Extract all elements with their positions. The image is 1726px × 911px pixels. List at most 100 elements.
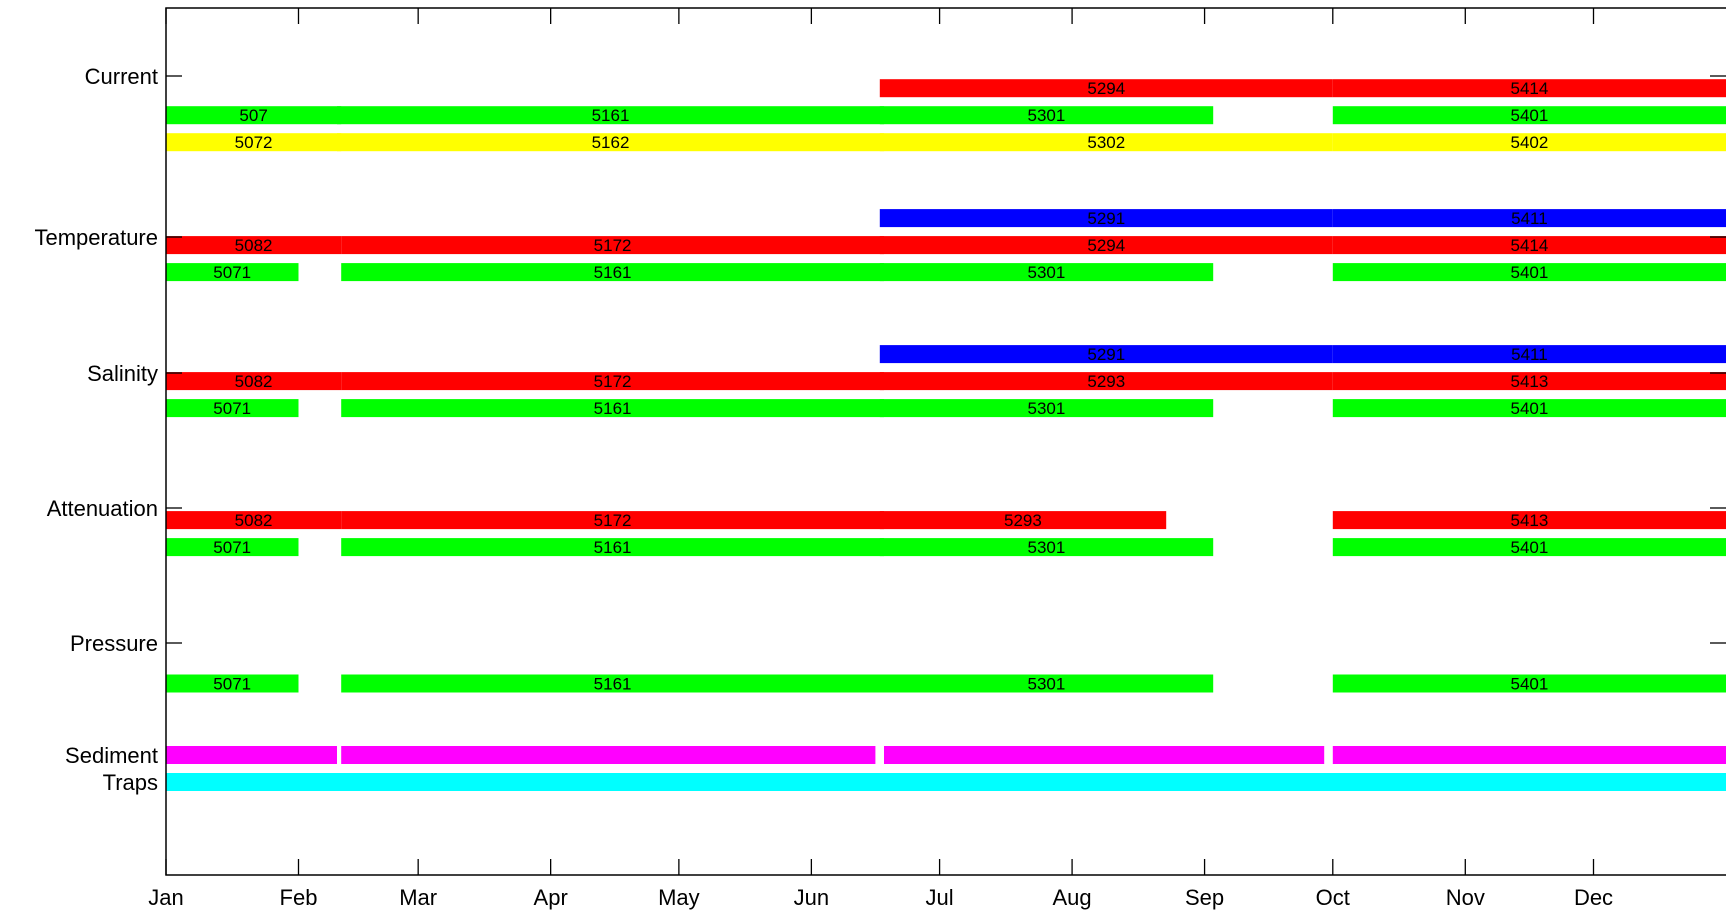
x-tick-label: Sep [1185, 885, 1224, 910]
bar-salinity-green-1 [341, 399, 884, 418]
bar-label: 5071 [213, 538, 251, 557]
bar-salinity-red-2 [879, 372, 1333, 391]
bar-label: 5161 [592, 106, 630, 125]
bar-label: 5082 [235, 236, 273, 255]
x-tick-label: Dec [1574, 885, 1613, 910]
bar-label: 5301 [1027, 538, 1065, 557]
bar-current-yellow-3 [1332, 133, 1726, 152]
bar-label: 5293 [1087, 372, 1125, 391]
bar-label: 5402 [1510, 133, 1548, 152]
bar-label: 5293 [1004, 511, 1042, 530]
y-tick-label: Temperature [34, 225, 158, 250]
x-tick-label: May [658, 885, 700, 910]
bar-salinity-blue-1 [1332, 345, 1726, 364]
bar-pressure-green-3 [1332, 674, 1726, 693]
y-tick-label: Traps [103, 770, 158, 795]
bar-layer: 5294 5414 507 5161 5301 5401 5072 5162 5302 5402 5… [166, 79, 1726, 791]
bar-label: 5414 [1510, 79, 1548, 98]
bar-label: 5161 [594, 399, 632, 418]
y-tick-label: Sediment [65, 743, 158, 768]
bar-label: 5161 [594, 538, 632, 557]
bar-temperature-green-0 [166, 263, 299, 282]
bar-salinity-red-3 [1332, 372, 1726, 391]
bar-current-yellow-0 [166, 133, 342, 152]
bar-salinity-red-0 [166, 372, 342, 391]
bar-salinity-green-2 [879, 399, 1214, 418]
x-tick-label: Jun [794, 885, 829, 910]
plot-border [165, 7, 1726, 876]
bar-attenuation-green-1 [341, 538, 884, 557]
bar-label: 5401 [1510, 263, 1548, 282]
x-tick-label: Oct [1316, 885, 1350, 910]
bar-label: 5301 [1027, 263, 1065, 282]
bar-label: 5071 [213, 263, 251, 282]
axes-frame [165, 7, 1726, 876]
y-tick-label: Current [85, 64, 158, 89]
x-tick-label: Mar [399, 885, 437, 910]
bar-label: 5071 [213, 675, 251, 694]
y-tick-label: Attenuation [47, 496, 158, 521]
bar-pressure-green-1 [341, 674, 884, 693]
bar-label: 5294 [1087, 236, 1125, 255]
bar-label: 5082 [235, 372, 273, 391]
bar-label: 5411 [1511, 345, 1548, 364]
y-axis: Current Temperature Salinity Attenuation Pre… [34, 64, 1726, 795]
bar-sediment-traps-magenta-3 [1332, 746, 1726, 764]
bar-label: 507 [239, 106, 267, 125]
bar-temperature-red-1 [341, 236, 884, 255]
x-tick-label: Apr [534, 885, 568, 910]
x-tick-label: Jan [148, 885, 183, 910]
bar-label: 5301 [1027, 106, 1065, 125]
bar-sediment-traps-magenta-2 [884, 746, 1325, 764]
bar-current-yellow-2 [879, 133, 1333, 152]
bar-label: 5413 [1510, 511, 1548, 530]
bar-sediment-traps-magenta-0 [166, 746, 337, 764]
bar-label: 5401 [1510, 675, 1548, 694]
bar-label: 5301 [1027, 675, 1065, 694]
bar-temperature-green-2 [879, 263, 1214, 282]
bar-current-green-2 [879, 106, 1214, 125]
bar-attenuation-red-3 [1332, 511, 1726, 530]
bar-salinity-blue-0 [879, 345, 1333, 364]
bar-attenuation-green-3 [1332, 538, 1726, 557]
bar-label: 5411 [1511, 209, 1548, 228]
bar-label: 5401 [1510, 538, 1548, 557]
bar-pressure-green-2 [879, 674, 1214, 693]
bar-salinity-red-1 [341, 372, 884, 391]
bar-label: 5294 [1087, 79, 1125, 98]
bar-label: 5301 [1027, 399, 1065, 418]
bar-label: 5291 [1087, 345, 1125, 364]
bar-label: 5161 [594, 675, 632, 694]
bar-label: 5291 [1087, 209, 1125, 228]
bar-label: 5401 [1510, 106, 1548, 125]
bar-label: 5413 [1510, 372, 1548, 391]
bar-salinity-green-0 [166, 399, 299, 418]
bar-attenuation-red-2 [879, 511, 1167, 530]
bar-current-red-1 [1332, 79, 1726, 98]
bar-label: 5414 [1510, 236, 1548, 255]
bar-sediment-traps-magenta-1 [341, 746, 876, 764]
bar-attenuation-red-1 [341, 511, 884, 530]
bar-temperature-blue-1 [1332, 209, 1726, 228]
x-axis: Jan Feb Mar Apr May Jun Jul Aug Sep Oct Nov Dec [148, 8, 1613, 910]
bar-attenuation-red-0 [166, 511, 342, 530]
bar-label: 5302 [1087, 133, 1125, 152]
bar-label: 5071 [213, 399, 251, 418]
bar-label: 5162 [592, 133, 630, 152]
bar-current-green-0 [166, 106, 342, 125]
bar-pressure-green-0 [166, 674, 299, 693]
x-tick-label: Nov [1446, 885, 1485, 910]
bar-attenuation-green-0 [166, 538, 299, 557]
bar-temperature-green-1 [341, 263, 884, 282]
bar-label: 5082 [235, 511, 273, 530]
bar-attenuation-green-2 [879, 538, 1214, 557]
bar-temperature-blue-0 [879, 209, 1333, 228]
bar-sediment-traps-cyan-0 [166, 773, 1726, 791]
x-tick-label: Jul [926, 885, 954, 910]
x-tick-label: Aug [1053, 885, 1092, 910]
bar-label: 5172 [594, 511, 632, 530]
bar-current-yellow-1 [337, 133, 885, 152]
y-tick-label: Salinity [87, 361, 158, 386]
bar-temperature-green-3 [1332, 263, 1726, 282]
